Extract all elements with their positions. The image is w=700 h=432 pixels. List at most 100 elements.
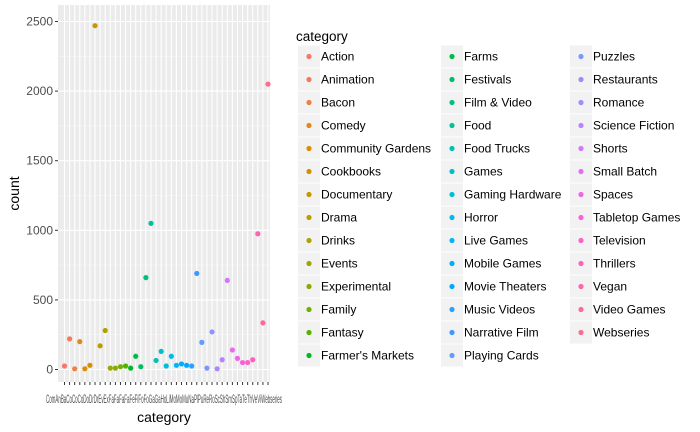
legend-key-point — [578, 306, 584, 313]
legend-item: Food — [441, 114, 491, 137]
legend-item: Festivals — [441, 68, 511, 91]
legend-item: Comedy — [298, 114, 366, 137]
x-axis-title: category — [137, 409, 191, 425]
legend-item: Music Videos — [441, 298, 535, 321]
data-point — [122, 363, 129, 369]
data-point — [102, 327, 108, 334]
legend-key-point — [449, 283, 455, 290]
data-point — [204, 365, 210, 371]
data-point — [87, 362, 93, 368]
legend-label: Live Games — [464, 234, 528, 248]
legend-label: Games — [464, 165, 503, 179]
legend-item: Science Fiction — [570, 114, 674, 137]
legend-key-point — [306, 191, 312, 198]
legend-items: Action Animation Bacon Comedy Community Gard… — [298, 45, 680, 367]
data-point — [199, 339, 205, 345]
legend-label: Animation — [321, 73, 374, 87]
legend-label: Food Trucks — [464, 142, 530, 156]
legend-key-point — [449, 237, 455, 244]
legend-label: Documentary — [321, 188, 392, 202]
legend-key-point — [306, 99, 312, 106]
legend-key-point — [578, 76, 584, 83]
legend-item: Film & Video — [441, 91, 532, 114]
legend-label: Small Batch — [593, 165, 657, 179]
y-tick-label: 1500 — [26, 154, 53, 168]
data-point — [265, 81, 271, 87]
data-point — [209, 329, 215, 335]
data-point — [92, 23, 98, 29]
legend-key-point — [449, 260, 455, 267]
legend-label: Tabletop Games — [593, 211, 680, 225]
legend-item: Bacon — [298, 91, 355, 114]
legend-item: Farms — [441, 45, 498, 68]
legend-label: Romance — [593, 96, 645, 110]
legend-key-point — [306, 214, 312, 221]
data-point — [138, 364, 144, 370]
legend-key-point — [449, 122, 455, 129]
y-tick-label: 2500 — [26, 15, 53, 29]
legend-label: Playing Cards — [464, 349, 539, 363]
legend-item: Events — [298, 252, 358, 275]
legend-item: Farmer's Markets — [298, 344, 414, 367]
data-point — [82, 366, 88, 372]
legend-item: Romance — [570, 91, 645, 114]
legend-item: Puzzles — [570, 45, 635, 68]
data-point — [229, 347, 235, 353]
y-tick-label: 1000 — [26, 223, 53, 237]
data-point — [184, 362, 190, 368]
legend-key-point — [306, 76, 312, 83]
legend-label: Family — [321, 303, 356, 317]
legend-key-point — [578, 214, 584, 221]
y-tick-label: 0 — [46, 363, 53, 377]
legend-key-point — [449, 168, 455, 175]
legend-label: Bacon — [321, 96, 355, 110]
legend-label: Experimental — [321, 280, 391, 294]
legend-item: Television — [570, 229, 646, 252]
legend-key-point — [449, 76, 455, 83]
legend-label: Vegan — [593, 280, 627, 294]
legend-item: Restaurants — [570, 68, 658, 91]
legend-key-point — [306, 352, 312, 359]
legend-label: Fantasy — [321, 326, 364, 340]
data-point — [255, 231, 261, 237]
data-point — [117, 364, 124, 370]
data-point — [245, 359, 251, 366]
legend-item: Movie Theaters — [441, 275, 546, 298]
data-point — [250, 357, 256, 363]
legend-title: category — [296, 29, 348, 44]
legend-label: Farmer's Markets — [321, 349, 414, 363]
x-tick-labels: ComAnBaCoCoCoDoDrDrEvExFaFaFaFaFeFiFoFoG… — [46, 392, 282, 406]
y-axis: 0 500 1000 1500 2000 2500 — [26, 15, 58, 377]
data-point — [61, 363, 68, 369]
legend-key-point — [306, 237, 312, 244]
legend-item: Games — [441, 160, 503, 183]
legend-item: Live Games — [441, 229, 528, 252]
major-gridlines — [58, 5, 270, 382]
data-point — [214, 366, 220, 372]
data-point — [143, 275, 149, 281]
data-point — [153, 357, 159, 364]
x-axis: ComAnBaCoCoCoDoDrDrEvExFaFaFaFaFeFiFoFoG… — [46, 382, 282, 406]
legend-key-point — [306, 145, 312, 152]
legend-item: Gaming Hardware — [441, 183, 562, 206]
data-points — [61, 23, 271, 372]
legend-item: Vegan — [570, 275, 627, 298]
legend-item: Mobile Games — [441, 252, 541, 275]
legend-label: Thrillers — [593, 257, 636, 271]
legend-item: Community Gardens — [298, 137, 431, 160]
legend-key-point — [306, 122, 312, 129]
legend-label: Gaming Hardware — [464, 188, 562, 202]
legend-label: Film & Video — [464, 96, 532, 110]
legend-item: Family — [298, 298, 356, 321]
legend-label: Narrative Film — [464, 326, 539, 340]
legend-key-point — [449, 352, 455, 359]
legend-item: Experimental — [298, 275, 391, 298]
legend-key-point — [578, 168, 584, 175]
legend-label: Science Fiction — [593, 119, 674, 133]
legend-label: Television — [593, 234, 646, 248]
legend-label: Action — [321, 50, 354, 64]
data-point — [163, 363, 169, 369]
legend-item: Shorts — [570, 137, 628, 160]
legend-label: Puzzles — [593, 50, 635, 64]
data-point — [158, 348, 164, 355]
